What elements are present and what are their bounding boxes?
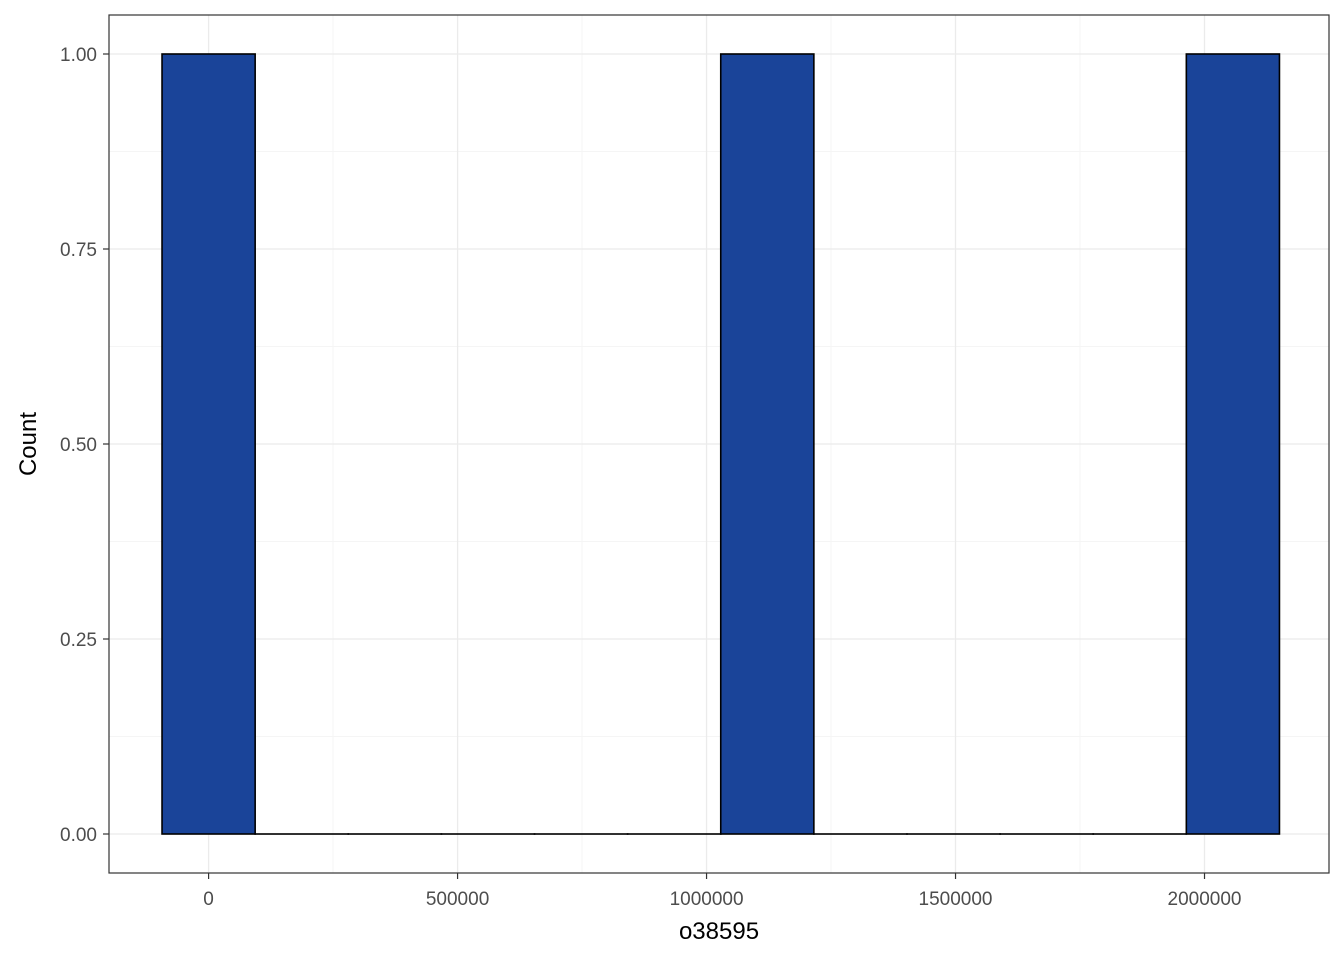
major-grid bbox=[109, 15, 1329, 873]
x-axis: 0 500000 1000000 1500000 2000000 bbox=[203, 873, 1241, 910]
x-tick-label: 500000 bbox=[426, 889, 489, 910]
y-tick-label: 0.00 bbox=[60, 825, 97, 846]
x-tick-label: 1000000 bbox=[670, 889, 744, 910]
y-axis-title: Count bbox=[15, 412, 42, 476]
histogram-bar-11 bbox=[1185, 53, 1281, 835]
histogram-bar-6 bbox=[719, 53, 815, 835]
y-axis: 0.00 0.25 0.50 0.75 1.00 bbox=[60, 45, 109, 846]
x-tick-label: 2000000 bbox=[1168, 889, 1242, 910]
y-tick-label: 0.25 bbox=[60, 630, 97, 651]
bars bbox=[161, 53, 1281, 835]
y-tick-label: 1.00 bbox=[60, 45, 97, 66]
x-axis-title: o38595 bbox=[679, 918, 759, 945]
x-tick-label: 1500000 bbox=[919, 889, 993, 910]
histogram-bar-0 bbox=[161, 53, 256, 835]
y-tick-label: 0.50 bbox=[60, 435, 97, 456]
y-tick-label: 0.75 bbox=[60, 240, 97, 261]
x-tick-label: 0 bbox=[203, 889, 214, 910]
